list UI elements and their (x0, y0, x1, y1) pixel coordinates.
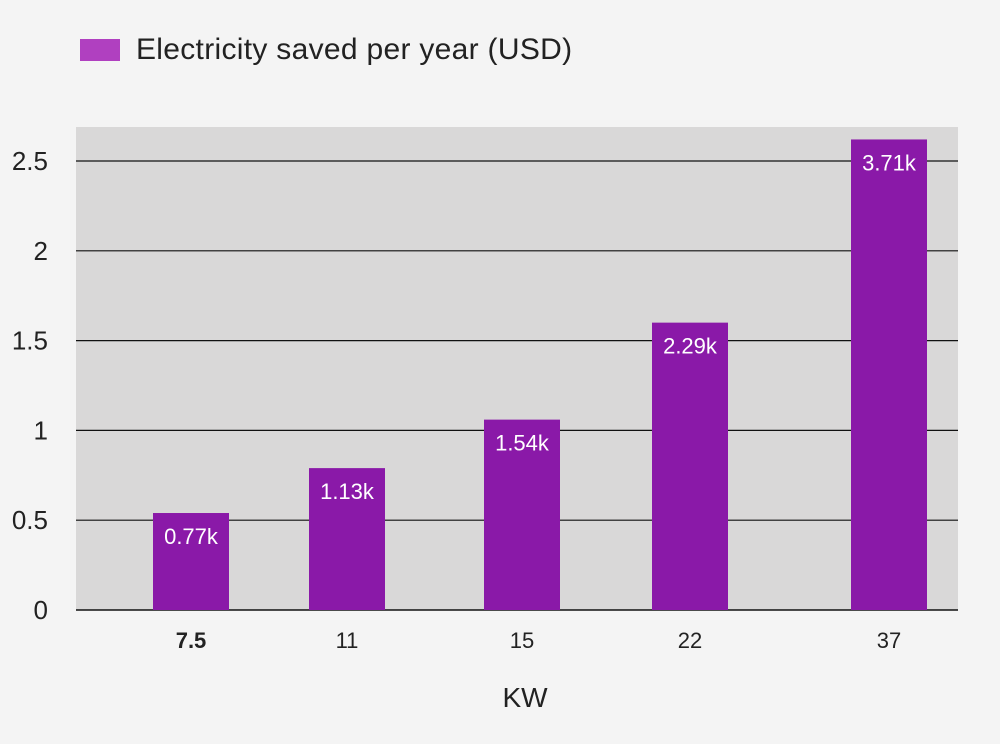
x-axis-ticks: 7.5 11 15 22 37 (176, 628, 902, 653)
y-axis-ticks: 0 0.5 1 1.5 2 2.5 (12, 146, 48, 625)
bar (153, 513, 229, 610)
x-tick-label: 7.5 (176, 628, 207, 653)
bar (309, 468, 385, 610)
bar-data-label: 0.77k (164, 524, 219, 549)
bar (484, 419, 560, 610)
y-tick-label: 2.5 (12, 146, 48, 176)
y-tick-label: 0.5 (12, 505, 48, 535)
bar-data-label: 3.71k (862, 150, 917, 175)
bar (851, 139, 927, 610)
legend: Electricity saved per year (USD) (80, 30, 572, 70)
bar-data-label: 1.54k (495, 431, 550, 456)
x-tick-label: 37 (877, 628, 901, 653)
legend-label: Electricity saved per year (USD) (136, 33, 573, 66)
y-tick-label: 0 (34, 595, 48, 625)
bars: 0.77k 1.13k 1.54k 2.29k 3.71k (153, 139, 927, 610)
y-tick-label: 1 (34, 415, 48, 445)
x-tick-label: 15 (510, 628, 534, 653)
x-axis-title: KW (502, 682, 548, 713)
bar (652, 322, 728, 610)
x-tick-label: 11 (336, 628, 359, 653)
bar-data-label: 2.29k (663, 334, 718, 359)
y-tick-label: 2 (34, 236, 48, 266)
x-tick-label: 22 (678, 628, 702, 653)
y-tick-label: 1.5 (12, 326, 48, 356)
bar-data-label: 1.13k (320, 479, 375, 504)
legend-swatch (80, 39, 120, 61)
